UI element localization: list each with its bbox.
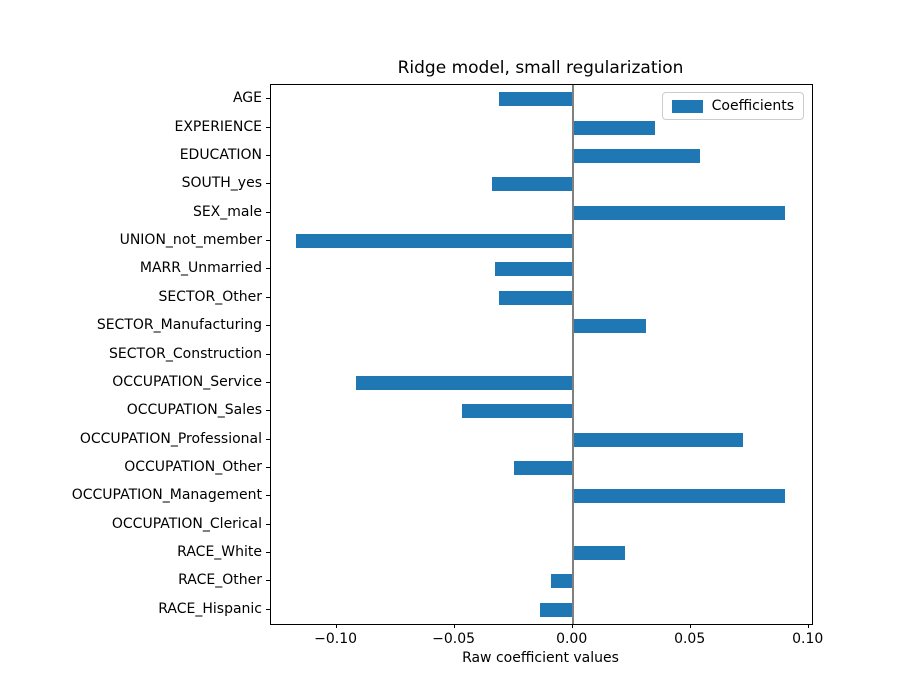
y-tick-label-RACE_Other: RACE_Other xyxy=(178,572,262,589)
y-tick-label-RACE_White: RACE_White xyxy=(177,544,262,561)
y-tick-mark xyxy=(266,268,270,270)
y-tick-label-SOUTH_yes: SOUTH_yes xyxy=(181,175,262,192)
bar-MARR_Unmarried xyxy=(494,262,573,277)
y-tick-label-OCCUPATION_Management: OCCUPATION_Management xyxy=(71,487,262,504)
bar-OCCUPATION_Service xyxy=(355,375,573,390)
chart-title: Ridge model, small regularization xyxy=(397,58,684,78)
bar-SEX_male xyxy=(572,205,786,220)
x-tick-label: 0.10 xyxy=(792,631,824,647)
y-tick-mark xyxy=(266,154,270,156)
x-tick-mark xyxy=(689,624,691,628)
x-tick-label: 0.05 xyxy=(674,631,706,647)
bar-OCCUPATION_Other xyxy=(513,460,573,475)
y-tick-label-EXPERIENCE: EXPERIENCE xyxy=(174,118,262,135)
bar-RACE_Hispanic xyxy=(539,602,573,617)
bar-RACE_Other xyxy=(551,574,573,589)
y-tick-mark xyxy=(266,466,270,468)
bar-SECTOR_Other xyxy=(499,290,573,305)
y-tick-mark xyxy=(266,325,270,327)
y-tick-label-AGE: AGE xyxy=(232,90,262,107)
y-tick-mark xyxy=(266,523,270,525)
y-tick-mark xyxy=(266,438,270,440)
bar-SOUTH_yes xyxy=(492,177,573,192)
y-tick-label-UNION_not_member: UNION_not_member xyxy=(119,232,262,249)
x-tick-mark xyxy=(807,624,809,628)
x-tick-label: 0.00 xyxy=(556,631,588,647)
x-tick-mark xyxy=(453,624,455,628)
y-tick-mark xyxy=(266,552,270,554)
y-tick-label-MARR_Unmarried: MARR_Unmarried xyxy=(139,260,262,277)
y-tick-label-SECTOR_Manufacturing: SECTOR_Manufacturing xyxy=(96,317,262,334)
x-tick-label: −0.05 xyxy=(432,631,476,647)
bar-OCCUPATION_Management xyxy=(572,489,786,504)
zero-line xyxy=(571,85,574,624)
y-tick-mark xyxy=(266,410,270,412)
y-tick-mark xyxy=(266,296,270,298)
x-tick-mark xyxy=(335,624,337,628)
bar-EDUCATION xyxy=(572,148,701,163)
legend: Coefficients xyxy=(661,92,804,120)
y-tick-label-OCCUPATION_Service: OCCUPATION_Service xyxy=(112,373,262,390)
y-tick-mark xyxy=(266,211,270,213)
bar-SECTOR_Manufacturing xyxy=(572,319,646,334)
x-tick-label: −0.10 xyxy=(314,631,358,647)
y-tick-mark xyxy=(266,381,270,383)
y-tick-label-RACE_Hispanic: RACE_Hispanic xyxy=(158,600,262,617)
bar-OCCUPATION_Sales xyxy=(461,404,573,419)
y-tick-mark xyxy=(266,608,270,610)
y-tick-mark xyxy=(266,183,270,185)
bar-AGE xyxy=(499,92,573,107)
y-tick-mark xyxy=(266,126,270,128)
y-tick-mark xyxy=(266,495,270,497)
y-tick-mark xyxy=(266,580,270,582)
plot-area: Coefficients xyxy=(270,84,813,625)
y-tick-mark xyxy=(266,353,270,355)
bar-OCCUPATION_Professional xyxy=(572,432,743,447)
bar-EXPERIENCE xyxy=(572,120,656,135)
y-tick-label-SECTOR_Construction: SECTOR_Construction xyxy=(109,345,262,362)
legend-label: Coefficients xyxy=(711,98,794,114)
bar-UNION_not_member xyxy=(296,234,573,249)
bar-RACE_White xyxy=(572,546,625,561)
x-axis-label: Raw coefficient values xyxy=(462,650,619,666)
y-tick-label-OCCUPATION_Other: OCCUPATION_Other xyxy=(124,458,262,475)
y-tick-mark xyxy=(266,98,270,100)
y-tick-label-OCCUPATION_Sales: OCCUPATION_Sales xyxy=(126,402,262,419)
y-tick-label-SEX_male: SEX_male xyxy=(192,203,262,220)
y-tick-label-EDUCATION: EDUCATION xyxy=(179,146,262,163)
y-tick-label-SECTOR_Other: SECTOR_Other xyxy=(158,288,262,305)
y-tick-label-OCCUPATION_Clerical: OCCUPATION_Clerical xyxy=(111,515,262,532)
x-tick-mark xyxy=(571,624,573,628)
legend-swatch-icon xyxy=(671,99,703,113)
y-tick-label-OCCUPATION_Professional: OCCUPATION_Professional xyxy=(79,430,262,447)
y-tick-mark xyxy=(266,240,270,242)
